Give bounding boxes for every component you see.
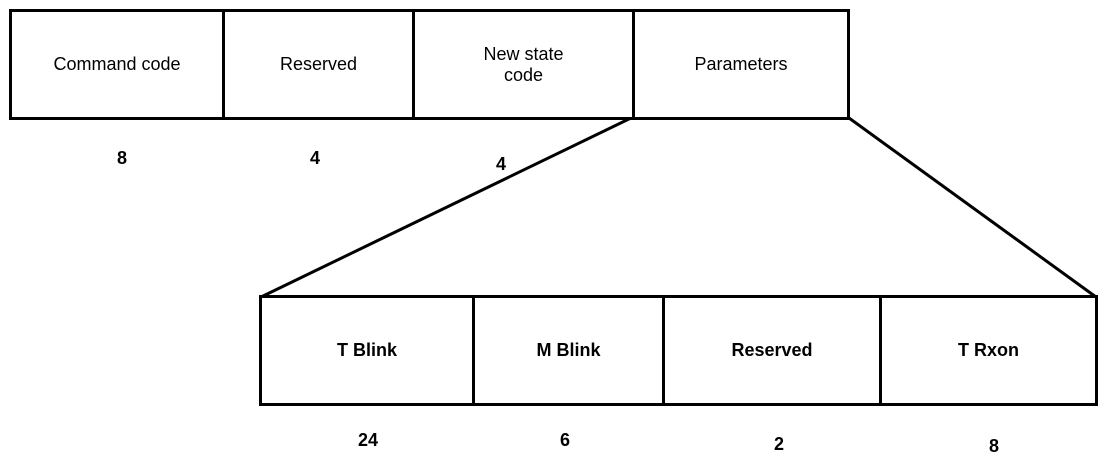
field-label: M Blink xyxy=(536,340,601,360)
field-t-blink: T Blink xyxy=(262,298,475,403)
size-m-blink: 6 xyxy=(559,430,571,450)
size-t-rxon: 8 xyxy=(988,436,1000,456)
size-t-blink: 24 xyxy=(357,430,379,450)
field-new-state-code: New state code xyxy=(415,12,635,117)
size-reserved: 4 xyxy=(309,148,321,168)
field-label: T Blink xyxy=(336,340,397,360)
field-label: New state code xyxy=(483,43,564,85)
field-reserved: Reserved xyxy=(225,12,415,117)
size-reserved-2: 2 xyxy=(773,434,785,454)
field-command-code: Command code xyxy=(12,12,225,117)
field-t-rxon: T Rxon xyxy=(882,298,1095,403)
expansion-line-right xyxy=(848,116,1097,299)
field-parameters: Parameters xyxy=(635,12,847,117)
expansion-line-left xyxy=(260,116,632,299)
command-frame: Command code Reserved New state code Par… xyxy=(9,9,850,120)
field-label: Parameters xyxy=(694,54,788,74)
field-label: T Rxon xyxy=(958,340,1019,360)
field-label: Reserved xyxy=(731,340,813,360)
field-reserved-2: Reserved xyxy=(665,298,882,403)
size-command-code: 8 xyxy=(116,148,128,168)
field-label: Reserved xyxy=(279,54,358,74)
size-new-state-code: 4 xyxy=(495,154,507,174)
field-m-blink: M Blink xyxy=(475,298,665,403)
field-label: Command code xyxy=(53,54,181,74)
parameters-frame: T Blink M Blink Reserved T Rxon xyxy=(259,295,1098,406)
